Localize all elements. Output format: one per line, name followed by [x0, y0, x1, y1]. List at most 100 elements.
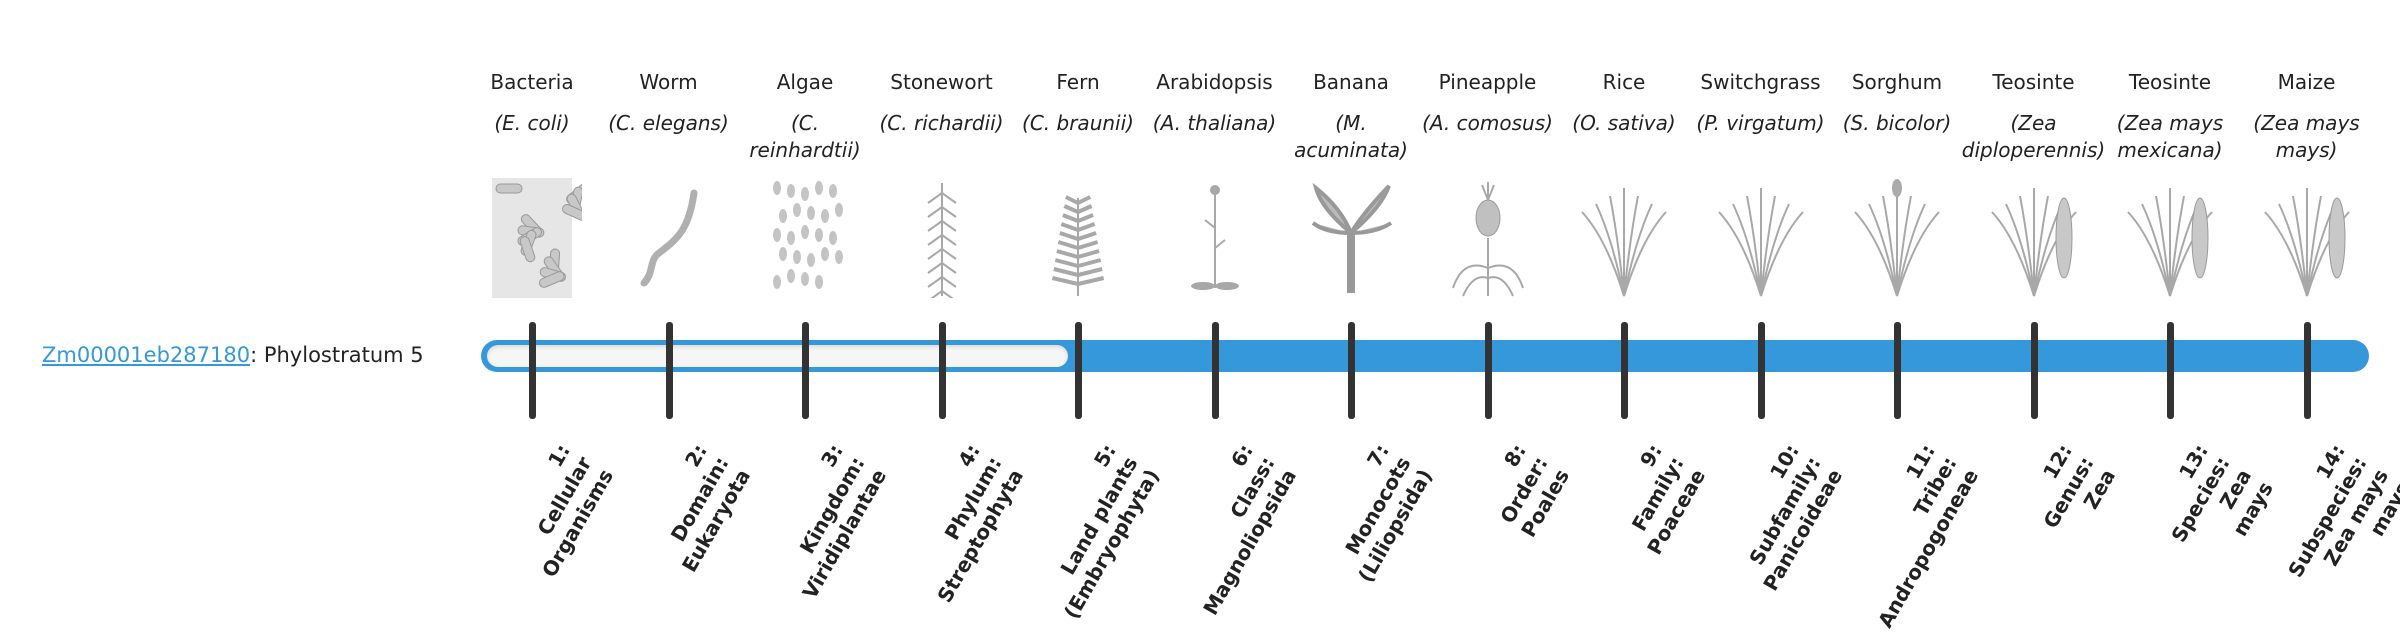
organism-scientific-name-wrap: (C. richardii): [874, 104, 1010, 178]
stratum-tick: [2167, 322, 2174, 419]
stratum-label: 14: Subspecies: Zea mays mays: [2261, 440, 2400, 607]
stratum-tick: [938, 322, 946, 419]
organism-common-name: Bacteria: [490, 70, 574, 94]
organism-column: Stonewort (C. richardii): [874, 64, 1010, 298]
phylostratum-text: Phylostratum 5: [263, 343, 424, 367]
organism-scientific-name: (E. coli): [494, 111, 570, 135]
organism-scientific-name-wrap: (A. comosus): [1420, 104, 1556, 178]
organism-column: Rice (O. sativa): [1556, 64, 1692, 298]
organism-column: Maize (Zea mays mays): [2239, 64, 2375, 298]
stratum-tick: [2303, 322, 2311, 419]
organism-common-name: Worm: [639, 70, 698, 94]
organism-common-name: Banana: [1313, 70, 1389, 94]
organism-scientific-name-wrap: (Zea mays mexicana): [2102, 104, 2238, 178]
organism-column: Teosinte (Zea mays mexicana): [2102, 64, 2238, 298]
pineapple-icon: [1451, 182, 1524, 297]
organism-column: Arabidopsis (A. thaliana): [1147, 64, 1283, 298]
gene-id-link[interactable]: Zm00001eb287180: [42, 343, 251, 367]
organism-scientific-name-wrap: (M. acuminata): [1283, 104, 1419, 178]
organism-scientific-name: (P. virgatum): [1696, 111, 1825, 135]
organism-scientific-name: (S. bicolor): [1842, 111, 1952, 135]
organism-scientific-name-wrap: (Zea mays mays): [2239, 104, 2375, 178]
organism-scientific-name: (C. reinhardtii): [749, 111, 861, 162]
maize-icon: [2263, 188, 2350, 297]
stratum-label: 8: Order: Poales: [1472, 440, 1574, 542]
organism-scientific-name-wrap: (Zea diploperennis): [1962, 104, 2105, 178]
organism-scientific-name: (O. sativa): [1572, 111, 1676, 135]
stratum-label: 9: Family: Poaceae: [1599, 440, 1711, 559]
phylostratum-track: [481, 340, 2369, 372]
organism-common-name: Rice: [1602, 70, 1646, 94]
stratum-tick: [1484, 322, 1492, 419]
stonewort-icon: [926, 183, 957, 298]
organism-column: Bacteria (E. coli): [464, 64, 600, 298]
stratum-tick: [529, 322, 536, 419]
organism-scientific-name-wrap: (C. elegans): [601, 104, 737, 178]
stratum-tick: [1894, 322, 1901, 419]
algae-icon: [773, 181, 843, 289]
rice-icon: [1581, 188, 1667, 297]
stratum-label: 2: Domain: Eukaryota: [633, 440, 755, 577]
organism-common-name: Maize: [2277, 70, 2336, 94]
organism-common-name: Arabidopsis: [1156, 70, 1273, 94]
organism-scientific-name-wrap: (C. reinhardtii): [737, 104, 873, 178]
organism-common-name: Teosinte: [1992, 70, 2075, 94]
organism-column: Worm (C. elegans): [601, 64, 737, 298]
banana-plant-icon: [1311, 182, 1393, 293]
stratum-tick: [1211, 322, 1219, 419]
stratum-tick: [665, 322, 673, 419]
stratum-tick: [1757, 322, 1765, 419]
organism-scientific-name-wrap: (E. coli): [464, 104, 600, 178]
separator: :: [250, 343, 264, 367]
organism-scientific-name: (Zea mays mexicana): [2116, 111, 2224, 162]
stratum-label: 13: Species: Zea mays: [2145, 440, 2279, 572]
sorghum-icon: [1854, 179, 1940, 297]
organism-common-name: Sorghum: [1851, 70, 1943, 94]
organism-column: Algae (C. reinhardtii): [737, 64, 873, 298]
organism-common-name: Stonewort: [890, 70, 993, 94]
organism-scientific-name: (M. acuminata): [1294, 111, 1408, 162]
switchgrass-icon: [1717, 188, 1804, 297]
organism-column: Teosinte (Zea diploperennis): [1962, 64, 2105, 298]
organism-common-name: Algae: [776, 70, 834, 94]
organism-common-name: Fern: [1056, 70, 1100, 94]
organism-scientific-name: (C. richardii): [879, 111, 1004, 135]
stratum-label: 10: Subfamily: Panicoideae: [1714, 440, 1847, 595]
organism-scientific-name-wrap: (P. virgatum): [1693, 104, 1829, 178]
organism-common-name: Teosinte: [2128, 70, 2212, 94]
organism-column: Sorghum (S. bicolor): [1829, 64, 1965, 298]
stratum-tick: [802, 322, 809, 419]
organism-scientific-name: (C. braunii): [1022, 111, 1134, 135]
organism-common-name: Switchgrass: [1700, 70, 1821, 94]
stratum-label: 12: Genus: Zea: [2016, 440, 2120, 545]
organism-scientific-name: (A. comosus): [1422, 111, 1553, 135]
worm-icon: [640, 189, 697, 287]
bacteria-icon: [492, 178, 582, 298]
organism-scientific-name: (Zea diploperennis): [1961, 111, 2106, 162]
organism-scientific-name-wrap: (O. sativa): [1556, 104, 1692, 178]
stratum-label: 11: Tribe: Andropogoneae: [1830, 440, 1984, 632]
stratum-tick: [1348, 322, 1355, 419]
organism-scientific-name-wrap: (A. thaliana): [1147, 104, 1283, 178]
organism-scientific-name: (C. elegans): [608, 111, 729, 135]
stratum-tick: [2030, 322, 2038, 419]
stratum-tick: [1621, 322, 1628, 419]
teosinte-icon: [1990, 188, 2077, 297]
fern-icon: [1051, 195, 1105, 296]
stratum-label: 5: Land plants (Embryophyta): [1016, 440, 1165, 623]
organism-common-name: Pineapple: [1438, 70, 1537, 94]
stratum-label: 3: Kingdom: Viridiplantae: [754, 440, 892, 603]
organism-scientific-name: (Zea mays mays): [2253, 111, 2360, 162]
gene-phylostratum-label: Zm00001eb287180: Phylostratum 5: [42, 340, 424, 370]
teosinte-icon: [2127, 188, 2213, 297]
stratum-tick: [1075, 322, 1082, 419]
organism-column: Banana (M. acuminata): [1283, 64, 1419, 298]
organism-scientific-name-wrap: (C. braunii): [1010, 104, 1146, 178]
organism-column: Fern (C. braunii): [1010, 64, 1146, 298]
organism-scientific-name-wrap: (S. bicolor): [1829, 104, 1965, 178]
stratum-label: 1: Cellular Organisms: [494, 440, 619, 582]
organism-column: Switchgrass (P. virgatum): [1693, 64, 1829, 298]
stratum-label: 7: Monocots (Liliopsida): [1310, 440, 1438, 587]
stratum-label: 4: Phylum: Streptophyta: [889, 440, 1029, 607]
organism-column: Pineapple (A. comosus): [1420, 64, 1556, 298]
